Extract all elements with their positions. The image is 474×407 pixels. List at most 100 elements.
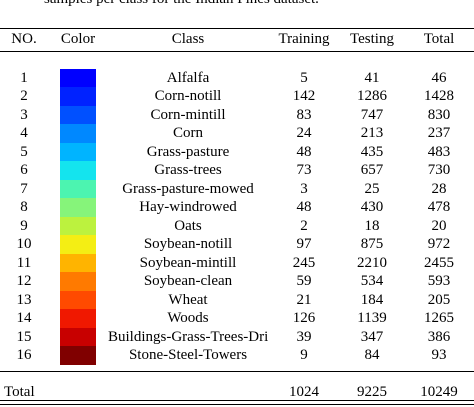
color-swatch	[60, 216, 96, 235]
row-total: 93	[431, 347, 447, 363]
row-color	[48, 327, 108, 346]
row-no: 3	[20, 106, 28, 123]
row-total: 386	[427, 328, 451, 345]
color-swatch	[60, 272, 96, 291]
row-no: 16	[16, 347, 32, 363]
table-body: 1 Alfalfa 5 41 46 2 Corn-notill 142 1286 1428 3 Cor…	[0, 50, 474, 365]
row-color	[48, 309, 108, 328]
row-testing: 347	[360, 328, 384, 345]
row-total: 593	[427, 273, 451, 289]
row-testing: 747	[360, 106, 384, 123]
total-label: Total	[4, 384, 35, 400]
row-no: 15	[16, 328, 32, 345]
table-caption: samples per class for the Indian Pines d…	[0, 0, 474, 11]
row-class: Oats	[174, 217, 202, 234]
row-color	[48, 346, 108, 365]
row-testing: 84	[364, 347, 380, 363]
row-testing: 1139	[357, 310, 387, 326]
row-color	[48, 235, 108, 254]
color-swatch	[60, 346, 96, 365]
row-total: 483	[427, 143, 451, 160]
row-class: Soybean-clean	[143, 273, 233, 289]
row-testing: 430	[360, 199, 384, 215]
row-testing: 875	[360, 236, 384, 252]
row-total: 2455	[424, 254, 454, 271]
row-testing: 184	[360, 291, 384, 308]
row-color	[48, 142, 108, 161]
spacer-row	[0, 50, 474, 69]
header-total: Total	[423, 31, 455, 47]
table-row: 7 Grass-pasture-mowed 3 25 28	[0, 179, 474, 198]
row-no: 13	[16, 291, 32, 308]
row-class: Grass-trees	[154, 162, 222, 178]
row-total: 28	[431, 180, 447, 197]
bottom-rule-2	[0, 404, 474, 405]
table-row: 5 Grass-pasture 48 435 483	[0, 142, 474, 161]
table-row: 14 Woods 126 1139 1265	[0, 309, 474, 328]
color-swatch	[60, 198, 96, 217]
color-swatch	[60, 235, 96, 254]
row-no: 5	[20, 143, 28, 160]
row-training: 2	[300, 217, 308, 234]
total-rule	[0, 371, 474, 372]
bottom-rule-1	[0, 400, 474, 401]
row-color	[48, 105, 108, 124]
row-color	[48, 87, 108, 106]
class-samples-table: NO. Color Class Training Testing Total 1…	[0, 28, 474, 402]
row-training: 9	[300, 347, 308, 363]
row-color	[48, 272, 108, 291]
row-testing: 534	[360, 273, 384, 289]
color-swatch	[60, 87, 96, 106]
row-total: 1428	[424, 88, 454, 104]
row-no: 4	[20, 125, 28, 141]
row-training: 3	[300, 180, 308, 197]
color-swatch	[60, 290, 96, 309]
row-testing: 2210	[357, 254, 387, 271]
row-class: Alfalfa	[166, 69, 210, 86]
table-row: 10 Soybean-notill 97 875 972	[0, 235, 474, 254]
row-color	[48, 216, 108, 235]
row-training: 39	[296, 328, 312, 345]
row-testing: 435	[360, 143, 384, 160]
table-row: 8 Hay-windrowed 48 430 478	[0, 198, 474, 217]
row-testing: 18	[364, 217, 380, 234]
total-row: Total 1024 9225 10249	[0, 383, 474, 402]
row-training: 21	[296, 291, 312, 308]
row-no: 6	[20, 162, 28, 178]
table-row: 6 Grass-trees 73 657 730	[0, 161, 474, 180]
total-color-cell	[48, 383, 108, 402]
row-class: Stone-Steel-Towers	[128, 347, 248, 363]
row-class: Hay-windrowed	[139, 199, 237, 215]
row-total: 237	[427, 125, 451, 141]
table-row: 16 Stone-Steel-Towers 9 84 93	[0, 346, 474, 365]
row-class: Grass-pasture	[146, 143, 230, 160]
row-training: 83	[296, 106, 312, 123]
row-training: 59	[296, 273, 312, 289]
row-total: 478	[427, 199, 451, 215]
row-no: 7	[20, 180, 28, 197]
row-training: 48	[296, 199, 312, 215]
row-no: 12	[16, 273, 32, 289]
header-row: NO. Color Class Training Testing Total	[0, 28, 474, 50]
row-training: 48	[296, 143, 312, 160]
row-testing: 657	[360, 162, 384, 178]
row-color	[48, 179, 108, 198]
row-total: 20	[431, 217, 447, 234]
row-color	[48, 68, 108, 87]
row-total: 972	[427, 236, 451, 252]
total-training: 1024	[289, 384, 319, 400]
row-training: 5	[300, 69, 308, 86]
color-swatch	[60, 179, 96, 198]
table-row: 12 Soybean-clean 59 534 593	[0, 272, 474, 291]
row-color	[48, 290, 108, 309]
color-swatch	[60, 124, 96, 143]
row-training: 142	[292, 88, 316, 104]
table-row: 15 Buildings-Grass-Trees-Drives 39 347 386	[0, 327, 474, 346]
table-row: 9 Oats 2 18 20	[0, 216, 474, 235]
row-total: 1265	[424, 310, 454, 326]
header-rule	[0, 51, 474, 52]
row-class: Corn-notill	[154, 88, 222, 104]
row-total: 830	[427, 106, 451, 123]
color-swatch	[60, 161, 96, 180]
row-testing: 213	[360, 125, 384, 141]
